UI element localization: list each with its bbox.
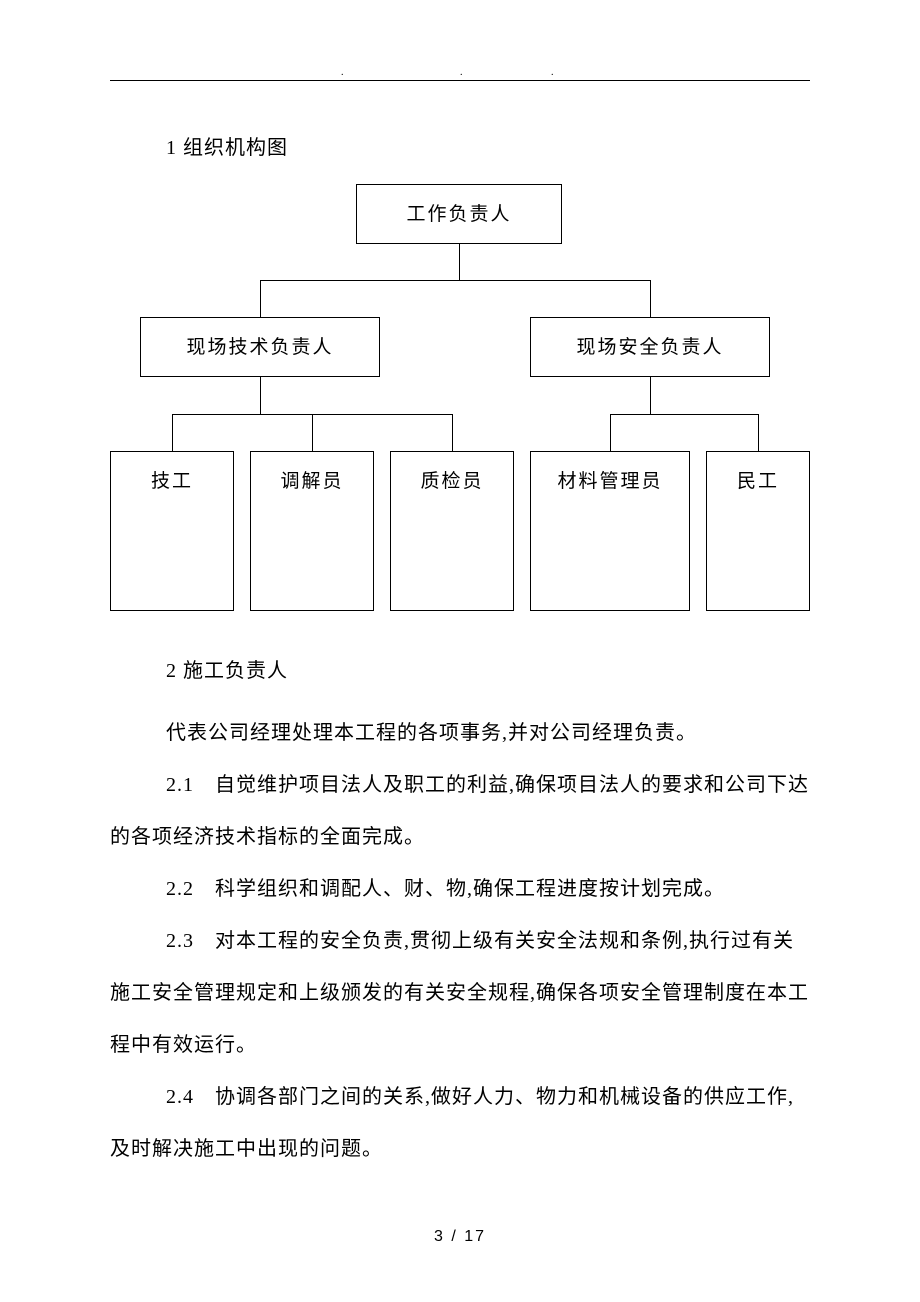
node-tech-lead: 现场技术负责人	[140, 317, 380, 377]
para-intro: 代表公司经理处理本工程的各项事务,并对公司经理负责。	[110, 707, 810, 759]
edge	[260, 377, 261, 414]
section-1-heading: 1 组织机构图	[166, 131, 810, 160]
edge	[758, 414, 759, 451]
header-rule: .	[110, 80, 810, 81]
edge	[610, 414, 611, 451]
node-mediator: 调解员	[250, 451, 374, 611]
org-chart: 工作负责人 现场技术负责人 现场安全负责人 技工 调解员 质检员 材料管理员 民…	[110, 184, 810, 614]
edge	[312, 414, 313, 451]
node-safety-lead: 现场安全负责人	[530, 317, 770, 377]
node-label: 民工	[737, 466, 779, 493]
node-label: 工作负责人	[406, 199, 511, 226]
edge	[459, 244, 460, 280]
para-2-2: 2.2 科学组织和调配人、财、物,确保工程进度按计划完成。	[110, 863, 810, 915]
node-material: 材料管理员	[530, 451, 690, 611]
edge	[610, 414, 758, 415]
edge	[650, 377, 651, 414]
node-worker: 民工	[706, 451, 810, 611]
para-2-1: 2.1 自觉维护项目法人及职工的利益,确保项目法人的要求和公司下达的各项经济技术…	[110, 759, 810, 863]
node-label: 调解员	[280, 466, 343, 493]
node-label: 质检员	[420, 466, 483, 493]
para-2-4: 2.4 协调各部门之间的关系,做好人力、物力和机械设备的供应工作,及时解决施工中…	[110, 1071, 810, 1175]
page-number: 3 / 17	[0, 1228, 920, 1246]
node-label: 现场安全负责人	[576, 332, 723, 359]
node-qc: 质检员	[390, 451, 514, 611]
node-label: 现场技术负责人	[186, 332, 333, 359]
edge	[452, 414, 453, 451]
section-2-heading: 2 施工负责人	[166, 654, 810, 683]
node-technician: 技工	[110, 451, 234, 611]
edge	[260, 280, 650, 281]
node-label: 材料管理员	[557, 466, 662, 493]
edge	[260, 280, 261, 317]
edge	[650, 280, 651, 317]
node-root: 工作负责人	[356, 184, 562, 244]
body-text: 代表公司经理处理本工程的各项事务,并对公司经理负责。 2.1 自觉维护项目法人及…	[110, 707, 810, 1175]
para-2-3: 2.3 对本工程的安全负责,贯彻上级有关安全法规和条例,执行过有关施工安全管理规…	[110, 915, 810, 1071]
node-label: 技工	[151, 466, 193, 493]
edge	[172, 414, 173, 451]
